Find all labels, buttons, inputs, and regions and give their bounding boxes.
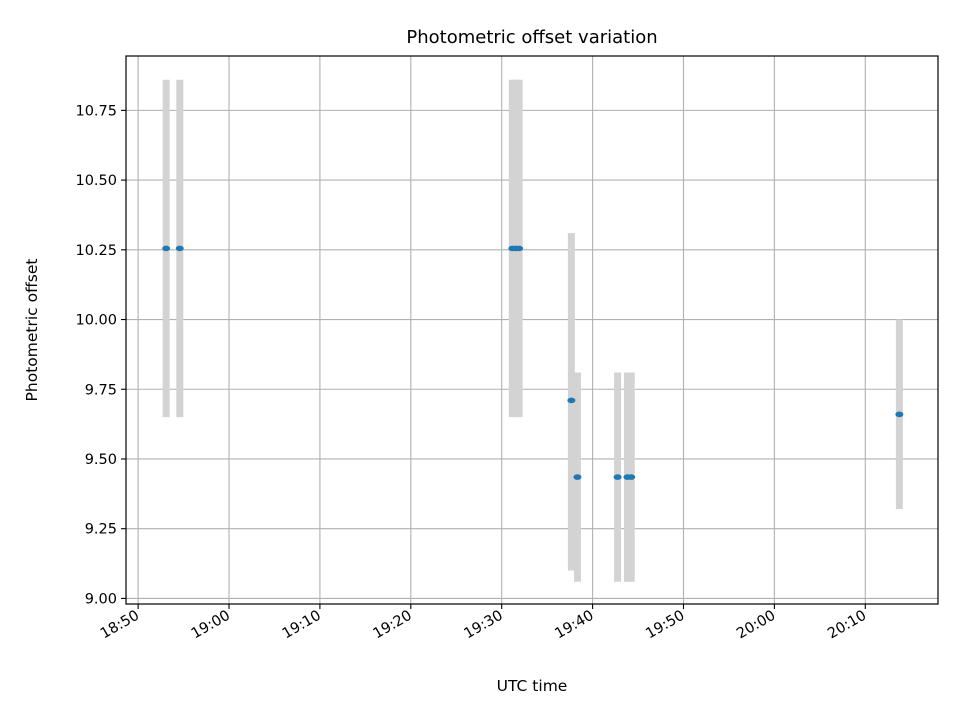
y-tick-label: 9.00 xyxy=(85,591,117,607)
plot-frame xyxy=(125,55,939,605)
y-tick-label: 10.75 xyxy=(75,103,117,119)
data-point xyxy=(175,245,184,252)
x-axis-label: UTC time xyxy=(497,677,568,695)
data-point-layer xyxy=(162,245,904,480)
y-axis-label: Photometric offset xyxy=(23,259,41,402)
data-point xyxy=(573,474,582,480)
y-tick-label: 9.50 xyxy=(85,452,117,468)
y-tick-label: 10.25 xyxy=(75,243,117,259)
data-point xyxy=(895,411,904,418)
data-point xyxy=(613,474,622,480)
data-point xyxy=(627,474,636,480)
grid-layer xyxy=(126,56,938,604)
y-tick-label: 10.00 xyxy=(75,313,117,329)
data-point xyxy=(162,245,171,252)
y-tick-label: 10.50 xyxy=(75,173,117,189)
chart-title: Photometric offset variation xyxy=(406,27,657,48)
y-tick-label: 9.25 xyxy=(85,522,117,538)
y-tick-label: 9.75 xyxy=(85,382,117,398)
data-point xyxy=(567,397,576,404)
data-point xyxy=(515,245,524,252)
